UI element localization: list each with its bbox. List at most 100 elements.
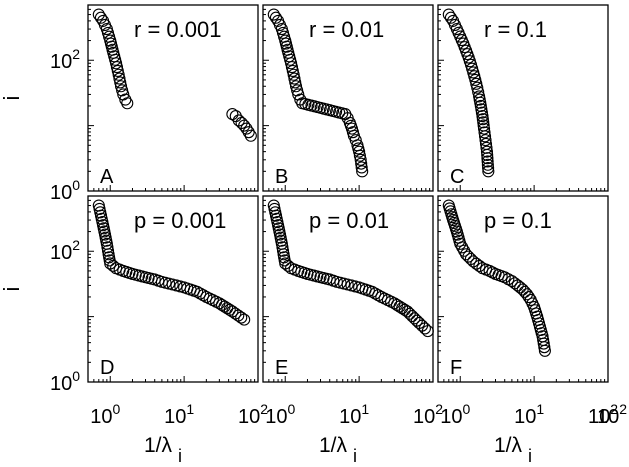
data-point	[288, 72, 301, 85]
panel-C: r = 0.1 C	[437, 4, 609, 192]
data-point	[481, 158, 494, 171]
x-tick-exp: 2	[610, 401, 618, 417]
data-point	[473, 259, 486, 272]
x-axis-label: 1/λ i	[144, 434, 182, 466]
panel-frame	[437, 4, 609, 192]
panel-annotation: r = 0.001	[134, 17, 221, 42]
data-point	[477, 122, 491, 135]
data-point	[354, 153, 367, 166]
data-point	[287, 68, 300, 81]
data-point	[481, 152, 494, 165]
y-axis-label: i	[0, 287, 24, 292]
x-axis-label-sub: i	[178, 446, 182, 466]
data-point	[232, 309, 245, 322]
panel-annotation: r = 0.1	[484, 17, 547, 42]
data-point	[356, 165, 369, 178]
x-tick-base: 10	[164, 406, 186, 428]
panel-frame	[87, 195, 259, 383]
data-point	[114, 76, 127, 89]
y-axis-label: i	[0, 96, 24, 101]
data-point	[372, 289, 385, 302]
panel-frame	[262, 4, 434, 192]
data-point	[514, 281, 527, 294]
x-tick-exp: 0	[287, 401, 295, 417]
data-point	[470, 77, 483, 90]
data-point	[226, 305, 239, 318]
data-point	[197, 289, 210, 302]
data-point	[238, 313, 251, 326]
data-point	[481, 155, 494, 168]
data-point	[174, 280, 187, 293]
x-axis-label-main: 1/λ	[494, 434, 523, 457]
panel-F: p = 0.1 F	[437, 195, 609, 383]
x-tick-label: 102	[597, 401, 627, 428]
data-point	[468, 70, 481, 83]
data-point	[349, 134, 362, 147]
x-tick-base: 10	[514, 406, 536, 428]
x-tick-base: 10	[440, 406, 462, 428]
data-point	[345, 279, 358, 292]
data-point	[112, 68, 125, 81]
data-point	[522, 291, 535, 304]
data-point	[471, 81, 484, 94]
x-tick-exp: 1	[361, 401, 369, 417]
data-point	[462, 250, 475, 263]
data-point	[94, 11, 107, 24]
panel-letter: C	[450, 166, 464, 188]
data-point	[482, 161, 495, 175]
data-point	[353, 149, 366, 162]
data-point	[355, 161, 368, 174]
data-point	[538, 344, 551, 357]
x-tick-label: 102	[413, 401, 443, 428]
panel-frame	[437, 195, 609, 383]
y-tick-base: 10	[50, 182, 72, 204]
data-point	[481, 148, 494, 161]
x-axis-label-main: 1/λ	[144, 434, 173, 457]
y-tick-base: 10	[50, 51, 72, 73]
data-point	[235, 311, 248, 324]
data-point	[460, 248, 473, 261]
x-tick-base: 10	[413, 406, 435, 428]
x-tick-label: 101	[164, 401, 194, 428]
data-point	[229, 307, 242, 320]
y-tick-exp: 0	[72, 368, 80, 384]
data-point	[467, 66, 480, 79]
data-point	[516, 283, 529, 296]
panel-annotation: p = 0.1	[484, 208, 552, 233]
x-tick-exp: 1	[186, 401, 194, 417]
panel-annotation: r = 0.01	[309, 17, 384, 42]
data-point	[267, 8, 280, 21]
data-point	[191, 285, 204, 298]
data-point	[467, 255, 480, 268]
x-tick-exp: 2	[260, 401, 268, 417]
panel-letter: D	[100, 357, 114, 379]
data-point	[194, 287, 207, 300]
panel-letter: F	[450, 357, 462, 379]
panel-E: p = 0.01 E	[262, 195, 434, 383]
panel-B: r = 0.01 B	[262, 4, 434, 192]
data-point	[444, 11, 457, 24]
data-point	[355, 157, 368, 170]
y-tick-base: 10	[50, 373, 72, 395]
x-tick-base: 10	[588, 406, 610, 428]
y-tick-label: 100	[50, 177, 80, 204]
x-axis-label: 1/λ i	[494, 434, 532, 466]
x-tick-base: 10	[238, 406, 260, 428]
x-axis-label-sub: i	[353, 446, 357, 466]
data-point	[110, 61, 123, 74]
data-point	[418, 322, 431, 335]
data-point	[107, 259, 120, 272]
data-point	[349, 280, 362, 293]
data-point	[479, 134, 492, 147]
y-tick-label: 102	[50, 237, 80, 264]
data-point	[366, 285, 379, 298]
data-point	[480, 145, 494, 158]
data-point	[289, 76, 302, 89]
x-axis-label-main: 1/λ	[319, 434, 348, 457]
panel-letter: E	[275, 357, 288, 379]
panel-frame	[87, 4, 259, 192]
data-point	[353, 145, 366, 158]
panel-annotation: p = 0.001	[134, 208, 226, 233]
y-tick-label: 100	[50, 368, 80, 395]
data-point	[537, 337, 550, 350]
